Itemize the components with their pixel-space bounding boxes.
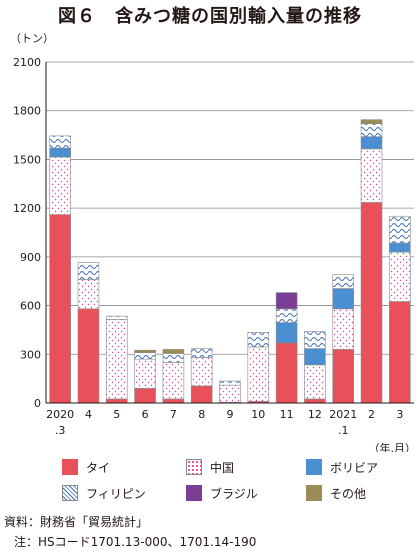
x-tick-label: 8	[198, 408, 205, 421]
bar-segment	[275, 342, 298, 404]
bar-segment	[105, 315, 128, 320]
x-tick-label: 11	[280, 408, 294, 421]
legend-label: フィリピン	[86, 486, 146, 501]
legend-label: ボリビア	[330, 460, 379, 475]
stacked-bar-chart: 0 300 600 900 1200 1500 1800 2100 2020 .3 4 5 6 7 8 9 10…	[10, 32, 417, 452]
bar-segment	[389, 301, 411, 404]
x-tick-label: 2	[368, 408, 375, 421]
axes: 0 300 600 900 1200 1500 1800 2100 2020 .3 4 5 6 7 8 9 10…	[13, 56, 414, 437]
bar-segment	[162, 398, 185, 404]
bar-segment	[332, 308, 355, 350]
x-tick-label: 4	[85, 408, 92, 421]
legend-swatch	[62, 485, 78, 501]
bar-segment	[304, 348, 326, 366]
bar-segment	[190, 357, 213, 387]
bar-segment	[190, 385, 213, 404]
y-tick-label: 1200	[13, 202, 41, 215]
source-note: 資料：財務省「貿易統計」	[4, 515, 149, 529]
y-unit-label: （トン）	[10, 32, 54, 45]
hs-code-note: 注：HSコード1701.13-000、1701.14-190	[14, 535, 257, 549]
bar-segment	[49, 135, 71, 149]
bar-segment	[304, 331, 326, 349]
x-tick-label: 6	[142, 408, 149, 421]
legend-swatch	[186, 459, 202, 475]
legend-swatch	[186, 485, 202, 501]
bar-segment	[77, 279, 100, 310]
bar-segment	[134, 358, 156, 389]
y-tick-label: 600	[20, 300, 41, 313]
legend-label: 中国	[210, 460, 235, 475]
bar-segment	[219, 380, 241, 386]
y-tick-label: 1800	[13, 105, 41, 118]
legend-item: 中国	[186, 456, 234, 478]
bar-segment	[162, 362, 185, 400]
x-tick-label: 3	[396, 408, 403, 421]
bar-segment	[162, 349, 185, 354]
bar-segment	[360, 136, 383, 150]
legend-item: ボリビア	[306, 456, 378, 478]
x-tick-label: 10	[251, 408, 265, 421]
bar-segment	[332, 274, 355, 289]
bar-segment	[275, 308, 298, 323]
bar-group	[49, 119, 411, 404]
bar-segment	[134, 352, 156, 360]
bar-segment	[360, 148, 383, 203]
bar-segment	[332, 349, 355, 404]
x-tick-label: 2020	[46, 408, 74, 421]
x-unit-label: （年.月）	[369, 441, 417, 452]
legend-swatch	[306, 485, 322, 501]
y-tick-label: 1500	[13, 153, 41, 166]
chart-title: 図６ 含みつ糖の国別輸入量の推移	[58, 6, 362, 27]
y-tick-label: 0	[34, 397, 41, 410]
grid-lines	[46, 61, 414, 404]
bar-segment	[49, 147, 71, 158]
x-tick-label: 9	[227, 408, 234, 421]
y-tick-label: 300	[20, 348, 41, 361]
bar-segment	[77, 308, 100, 404]
legend-label: その他	[330, 486, 367, 501]
legend-label: タイ	[86, 460, 111, 475]
x-tick-label: 2021	[329, 408, 357, 421]
bar-segment	[134, 388, 156, 404]
bar-segment	[134, 349, 156, 353]
legend-swatch	[306, 459, 322, 475]
legend-label: ブラジル	[210, 486, 258, 501]
x-tick-label: 5	[113, 408, 120, 421]
bar-segment	[304, 398, 326, 404]
legend-item: その他	[306, 482, 366, 504]
legend-item: タイ	[62, 456, 110, 478]
legend-item: ブラジル	[186, 482, 258, 504]
bar-segment	[389, 242, 411, 253]
bar-segment	[105, 398, 128, 404]
bar-segment	[49, 214, 71, 404]
bar-segment	[360, 123, 383, 137]
x-tick-label: .3	[55, 424, 66, 437]
y-tick-label: 900	[20, 251, 41, 264]
bar-segment	[190, 348, 213, 358]
y-tick-label: 2100	[13, 56, 41, 69]
bar-segment	[332, 288, 355, 310]
bar-segment	[275, 292, 298, 310]
x-tick-label: 7	[170, 408, 177, 421]
bar-segment	[247, 332, 270, 348]
bar-segment	[49, 156, 71, 215]
bar-segment	[360, 119, 383, 125]
bar-segment	[77, 262, 100, 280]
bar-segment	[219, 384, 241, 403]
bar-segment	[162, 353, 185, 363]
bar-segment	[304, 364, 326, 400]
legend: タイ 中国 ボリビアフィリピン ブラジル その他	[0, 452, 420, 508]
x-tick-label: 12	[308, 408, 322, 421]
bar-segment	[275, 322, 298, 344]
x-tick-label: .1	[338, 424, 349, 437]
legend-item: フィリピン	[62, 482, 146, 504]
legend-swatch	[62, 459, 78, 475]
bar-segment	[389, 251, 411, 302]
bar-segment	[247, 346, 270, 402]
bar-segment	[389, 215, 411, 244]
bar-segment	[360, 202, 383, 404]
bar-segment	[105, 319, 128, 400]
